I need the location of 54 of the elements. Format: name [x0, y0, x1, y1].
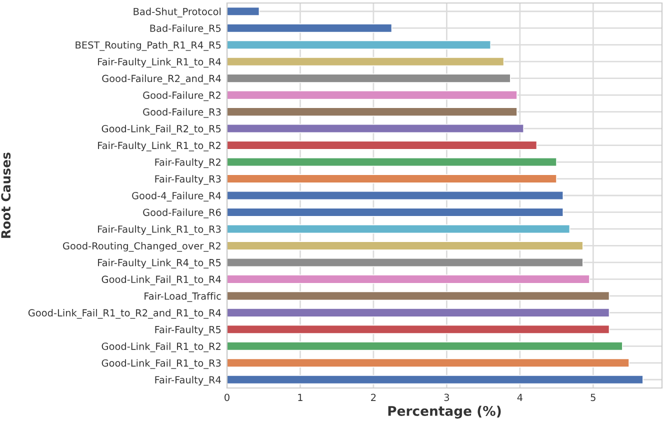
bar: [227, 291, 610, 301]
bar: [227, 24, 392, 33]
x-tick-label: 3: [444, 394, 450, 402]
bar: [227, 6, 260, 16]
y-tick-label: Fair-Faulty_R3: [155, 175, 221, 185]
bar: [227, 157, 557, 167]
y-tick-label: Good-Failure_R2_and_R4: [102, 74, 221, 84]
y-tick-label: Good-Link_Fail_R1_to_R4: [102, 276, 221, 286]
y-tick-label: Good-4_Failure_R4: [132, 192, 221, 202]
x-tick-label: 5: [590, 394, 596, 402]
y-tick-label: Fair-Faulty_R2: [155, 158, 220, 168]
bar: [227, 324, 610, 334]
y-tick-label: Good-Link_Fail_R1_to_R2: [102, 342, 220, 352]
bar: [227, 241, 584, 250]
y-tick-label: BEST_Routing_Path_R1_R4_R5: [76, 41, 221, 51]
bar: [227, 358, 630, 368]
x-axis-title: Percentage (%): [388, 406, 501, 419]
y-tick-label: Bad-Shut_Protocol: [134, 8, 221, 18]
y-tick-label: Fair-Faulty_Link_R1_to_R3: [98, 225, 221, 235]
y-tick-label: Good-Link_Fail_R2_to_R5: [102, 124, 221, 135]
y-axis-title: Root Causes: [1, 152, 11, 238]
bar: [227, 40, 492, 50]
bar: [227, 140, 538, 150]
y-tick-label: Fair-Faulty_Link_R1_to_R4: [98, 58, 221, 68]
bar: [227, 224, 570, 234]
bar: [227, 258, 584, 268]
y-tick-label: Good-Link_Fail_R1_to_R3: [102, 359, 221, 369]
y-tick-label: Good-Routing_Changed_over_R2: [63, 242, 220, 252]
y-tick-label: Fair-Faulty_Link_R4_to_R5: [98, 258, 221, 268]
bar: [227, 274, 590, 284]
bar: [227, 124, 524, 134]
y-tick-label: Good-Failure_R6: [143, 208, 221, 218]
y-tick-label: Fair-Faulty_Link_R1_to_R2: [98, 142, 220, 152]
y-tick-label: Bad-Failure_R5: [150, 24, 221, 34]
bar: [227, 107, 518, 116]
bar: [227, 342, 623, 351]
x-tick-label: 2: [371, 394, 376, 401]
x-tick-label: 4: [517, 394, 522, 401]
y-tick-label: Good-Link_Fail_R1_to_R2_and_R1_to_R4: [28, 308, 221, 319]
bar: [227, 56, 504, 66]
bar: [227, 90, 518, 100]
x-tick-label: 1: [298, 394, 302, 401]
y-tick-label: Good-Failure_R2: [143, 91, 220, 102]
bar: [227, 174, 557, 184]
y-tick-label: Good-Failure_R3: [143, 108, 221, 118]
bar: [227, 190, 564, 200]
bar: [227, 74, 511, 83]
y-tick-label: Fair-Faulty_R5: [155, 326, 221, 336]
bar: [227, 208, 564, 217]
x-tick-label: 0: [224, 394, 230, 402]
bar: [227, 308, 610, 318]
y-tick-label: Fair-Load_Traffic: [144, 292, 221, 302]
y-tick-label: Fair-Faulty_R4: [155, 376, 221, 386]
bar: [227, 375, 644, 384]
